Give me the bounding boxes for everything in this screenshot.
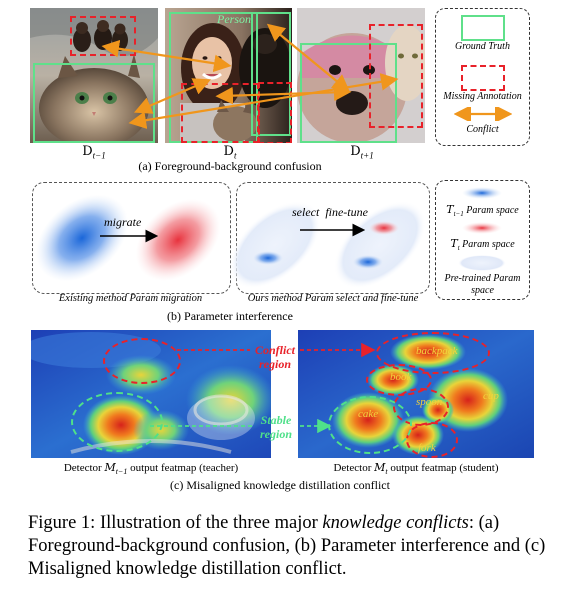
stable-label-line1: Stable xyxy=(260,413,292,427)
legend-conflict-arrow-icon xyxy=(454,107,512,121)
legend-missing-label: Missing Annotation xyxy=(443,91,522,102)
legend-b-swatches xyxy=(458,187,506,271)
caption-b-left: Existing method Param migration xyxy=(58,293,203,304)
heatmap-teacher xyxy=(31,330,271,458)
legend-a: Ground Truth Missing Annotation Conflict xyxy=(435,8,530,146)
select-label: select fine-tune xyxy=(292,205,368,219)
panel-b-right-frame xyxy=(236,182,430,294)
figure-caption-emphasis: knowledge conflicts xyxy=(322,513,469,533)
region-connectors xyxy=(150,0,565,470)
label-d-prev: Dt−1 xyxy=(82,144,106,161)
conflict-arrow-1 xyxy=(101,39,232,73)
stable-region-left xyxy=(71,392,163,452)
blob-blue-right xyxy=(253,251,283,265)
conflict-label-line1: Conflict xyxy=(254,343,295,357)
blob-blue-right-2 xyxy=(353,255,383,269)
blob-red-left xyxy=(135,199,221,281)
panel-b-left-frame xyxy=(32,182,231,294)
legend-pretrained-label-1: Pre-trained Param xyxy=(444,273,521,284)
conflict-region-label: Conflict region xyxy=(248,343,302,371)
legend-pretrained-swatch xyxy=(458,255,506,271)
stable-region-label: Stable region xyxy=(252,413,300,441)
conflict-arrows xyxy=(101,23,399,129)
legend-cur-param-label: Tt Param space xyxy=(450,237,515,252)
panel-b-art xyxy=(35,194,427,289)
conflict-region-fork xyxy=(406,422,458,458)
caption-c-left: Detector Mt−1 output featmap (teacher) xyxy=(63,461,239,477)
conflict-region-left xyxy=(103,338,181,384)
word-fork: fork xyxy=(418,442,436,454)
legend-prev-param-label: Tt−1 Param space xyxy=(446,203,519,218)
stable-label-line2: region xyxy=(259,427,292,441)
legend-conflict-label: Conflict xyxy=(466,124,499,135)
word-cake: cake xyxy=(358,408,379,420)
blob-pale-right-1 xyxy=(228,201,322,289)
word-book: book xyxy=(390,371,412,383)
conflict-label-line2: region xyxy=(258,357,291,371)
legend-b: Tt−1 Param space Tt Param space Pre-trai… xyxy=(435,180,530,300)
label-d-next: Dt+1 xyxy=(350,144,374,161)
legend-gt-label: Ground Truth xyxy=(455,41,510,52)
blob-pale-right-2 xyxy=(333,201,427,289)
word-spoon: spoon xyxy=(416,396,443,408)
figure-caption: Figure 1: Illustration of the three majo… xyxy=(28,512,548,581)
caption-a: (a) Foreground-background confusion xyxy=(138,159,322,173)
caption-c: (c) Misaligned knowledge distillation co… xyxy=(170,478,390,492)
figure-caption-suffix: : (a) Foreground-background confusion, (… xyxy=(28,513,546,579)
legend-missing-swatch xyxy=(461,65,505,91)
legend-pretrained-label-2: space xyxy=(471,285,494,296)
figure-caption-prefix: Figure 1: Illustration of the three majo… xyxy=(28,513,323,533)
blob-red-right xyxy=(369,221,399,235)
caption-c-right: Detector Mt output featmap (student) xyxy=(333,461,499,477)
legend-gt-swatch xyxy=(461,15,505,41)
blob-blue-left xyxy=(35,194,129,282)
caption-b-right: Ours method Param select and fine-tune xyxy=(247,293,419,304)
migrate-label: migrate xyxy=(104,215,142,229)
word-cup: cup xyxy=(483,390,499,402)
conflict-arrow-5 xyxy=(128,73,399,129)
label-d-cur: Dt xyxy=(223,144,237,161)
word-backpack: backpack xyxy=(416,345,458,357)
person-label: Person xyxy=(217,12,251,26)
legend-prev-param-swatch xyxy=(462,187,502,199)
legend-cur-param-swatch xyxy=(462,222,502,234)
caption-b: (b) Parameter interference xyxy=(167,309,293,323)
